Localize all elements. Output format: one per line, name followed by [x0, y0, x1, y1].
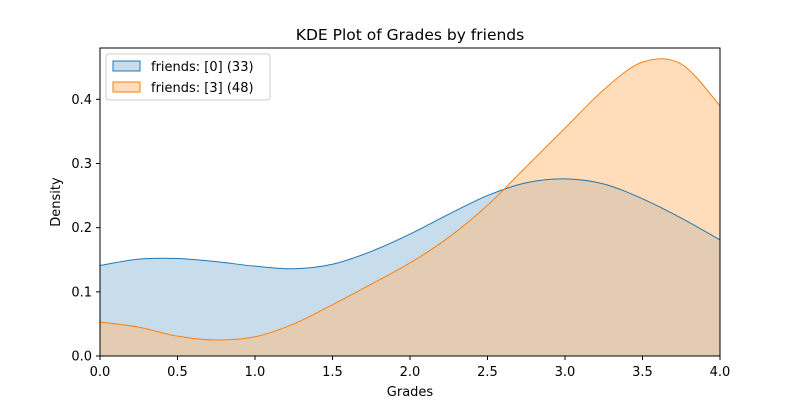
- x-tick-label: 1.5: [322, 365, 343, 380]
- y-tick-label: 0.4: [71, 93, 92, 108]
- legend-label-0: friends: [0] (33): [151, 60, 254, 75]
- legend-box: [105, 53, 271, 101]
- series-fills: [100, 58, 720, 356]
- x-tick-label: 2.0: [400, 365, 421, 380]
- x-axis-label: Grades: [387, 385, 434, 400]
- x-tick-label: 0.0: [90, 365, 111, 380]
- y-tick-label: 0.3: [71, 157, 92, 172]
- series-line-1: [99, 58, 721, 341]
- legend-swatch-1: [112, 81, 141, 93]
- x-tick-label: 0.5: [167, 365, 188, 380]
- x-axis: 0.0 0.5 1.0 1.5 2.0 2.5 3.0 3.5 4.0: [90, 356, 731, 380]
- y-tick-label: 0.1: [71, 285, 92, 300]
- x-tick-label: 2.5: [477, 365, 498, 380]
- series-line-0: [99, 178, 721, 270]
- x-tick-label: 4.0: [710, 365, 731, 380]
- legend-label-1: friends: [3] (48): [151, 81, 254, 96]
- chart-title: KDE Plot of Grades by friends: [296, 26, 524, 44]
- y-tick-label: 0.2: [71, 221, 92, 236]
- x-tick-label: 3.0: [555, 365, 576, 380]
- series-area-1: [100, 58, 720, 356]
- y-tick-label: 0.0: [71, 350, 92, 365]
- x-tick-label: 1.0: [245, 365, 266, 380]
- legend-swatch-0: [112, 60, 141, 72]
- y-axis-label: Density: [49, 177, 64, 227]
- x-tick-label: 3.5: [632, 365, 653, 380]
- legend: friends: [0] (33) friends: [3] (48): [105, 53, 271, 101]
- y-axis: 0.0 0.1 0.2 0.3 0.4: [71, 93, 100, 365]
